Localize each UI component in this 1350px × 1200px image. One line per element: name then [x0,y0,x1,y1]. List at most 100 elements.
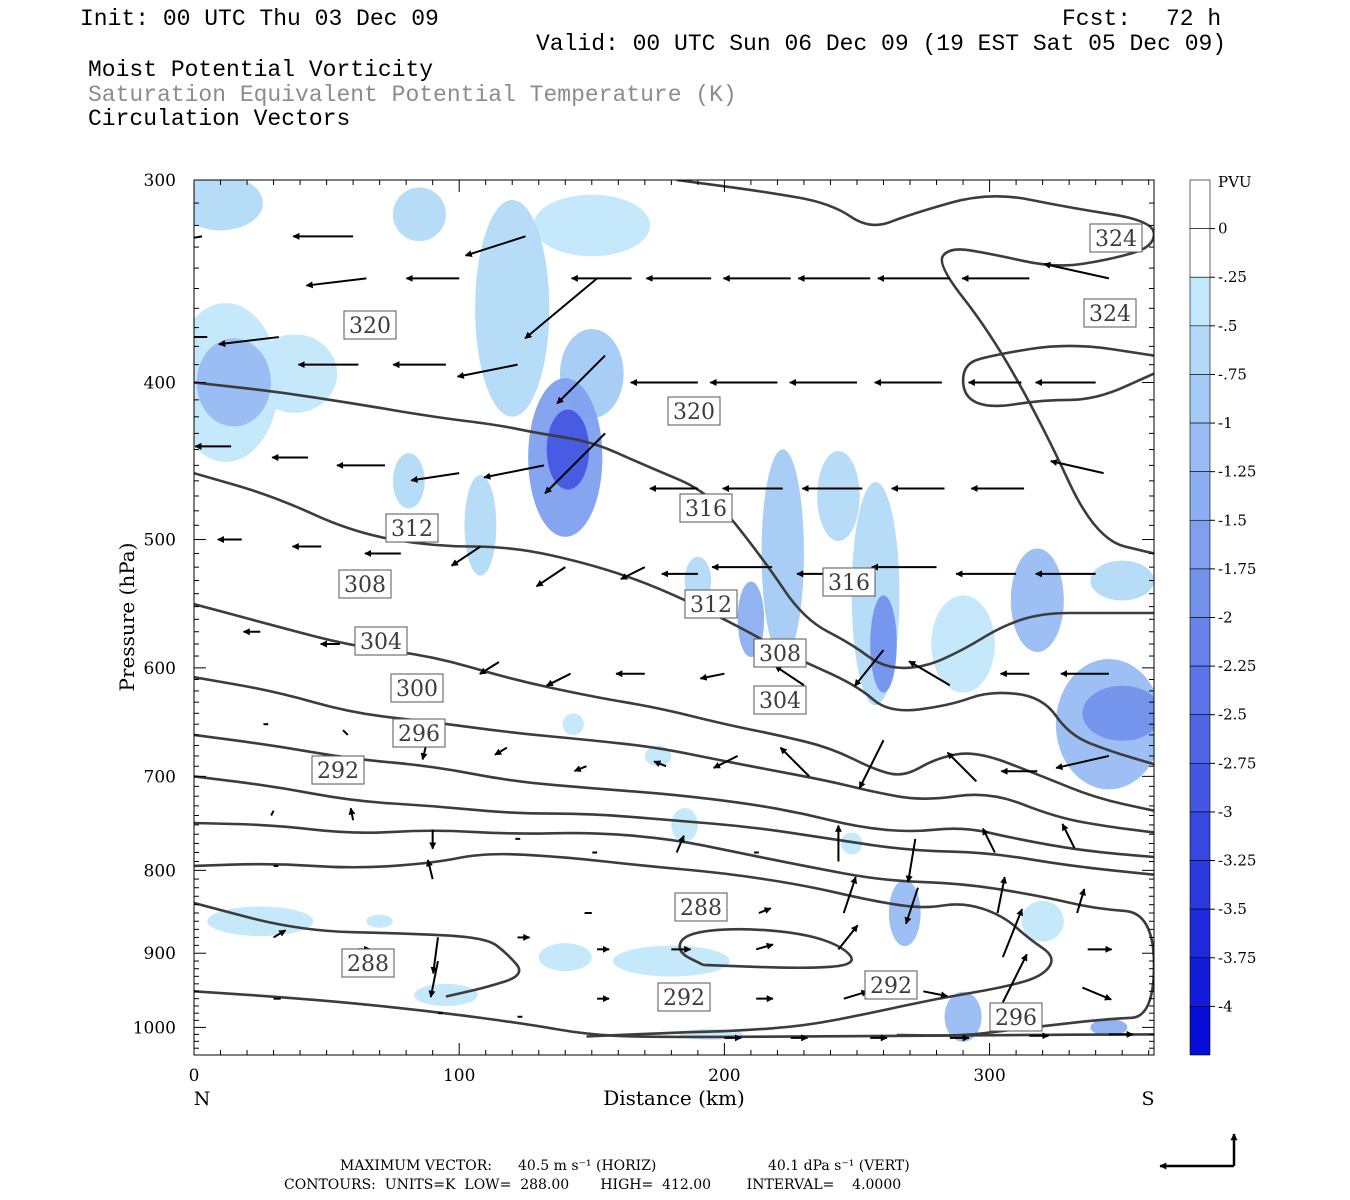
svg-text:324: 324 [1089,302,1131,327]
circulation-vector [981,827,996,853]
colorbar-label: -.75 [1218,365,1247,383]
svg-text:300: 300 [396,677,438,702]
colorbar-title: PVU [1218,173,1252,191]
svg-text:308: 308 [759,642,801,667]
contour-label: 324 [1083,298,1137,328]
y-axis-title: Pressure (hPa) [115,543,139,692]
circulation-vector [923,990,948,999]
svg-text:304: 304 [759,689,801,714]
contour-info: CONTOURS: UNITS=K LOW= 288.00 HIGH= 412.… [284,1177,902,1193]
contour-label-layer: 320 288 288 292 292 296 296 292 300 304 304 308 308 3… [311,223,1143,1032]
circulation-vector [451,545,481,567]
pv-area [533,194,651,257]
svg-text:288: 288 [680,896,722,921]
colorbar: PVU 0 -.25 -.5 -.75 -1 -1.25 -1.5 -1.75 -2 -2.25 -2… [1189,173,1256,1056]
svg-text:292: 292 [870,974,912,999]
pv-area [671,808,698,842]
colorbar-swatch [1189,763,1211,813]
circulation-vector [842,876,858,914]
svg-text:308: 308 [344,573,386,598]
field-name-theta-es: Saturation Equivalent Potential Temperat… [88,82,737,108]
circulation-vector [1043,261,1110,280]
pv-area [1090,560,1154,601]
circulation-vector [1055,754,1110,770]
circulation-vector [305,277,367,289]
colorbar-label: -2.25 [1218,657,1256,675]
colorbar-label: -1.5 [1218,511,1247,529]
x-tick-label: 0 [189,1066,200,1086]
theta-es-contour [194,990,1154,1039]
circulation-vector [342,729,349,736]
forecast-label: Fcst: [1062,6,1132,32]
colorbar-swatch [1189,908,1211,959]
contour-label: 320 [343,310,397,340]
colorbar-swatch [1189,860,1211,910]
colorbar-swatch [1189,957,1211,1007]
y-tick-label: 900 [144,944,176,964]
circulation-vector [410,472,460,483]
circulation-vector [426,859,434,880]
colorbar-label: -2.5 [1218,706,1247,724]
max-vector-label: MAXIMUM VECTOR: [340,1158,492,1174]
colorbar-label: -3.75 [1218,949,1256,967]
colorbar-label: -.25 [1218,268,1247,286]
svg-text:288: 288 [347,952,389,977]
circulation-vector [456,363,518,379]
pv-area [644,745,672,767]
field-name-vectors: Circulation Vectors [88,106,351,132]
circulation-vector [675,835,685,853]
colorbar-swatch [1189,568,1211,618]
x-end-label-north: N [194,1088,211,1110]
circulation-vector [535,566,566,588]
forecast-hour: 72 h [1166,6,1222,32]
circulation-vector [908,660,951,687]
circulation-vector [494,746,508,756]
pv-area [817,450,860,541]
svg-text:296: 296 [398,722,440,747]
circulation-vector [653,760,667,768]
theta-es-contour [194,775,1154,876]
circulation-vector [348,807,356,821]
max-vector-vert: 40.1 dPa s⁻¹ (VERT) [768,1158,910,1174]
init-time: Init: 00 UTC Thu 03 Dec 09 [80,6,439,32]
contour-label: 292 [864,970,918,1000]
svg-text:292: 292 [663,986,705,1011]
colorbar-label: -3.25 [1218,852,1256,870]
y-tick-label: 600 [144,659,176,679]
colorbar-swatch [1189,714,1211,764]
pv-area [841,832,863,855]
pv-area [931,595,995,693]
circulation-vector [273,929,287,939]
colorbar-label: -1 [1218,414,1233,432]
colorbar-swatch [1189,1006,1211,1056]
colorbar-swatch [1189,228,1211,278]
contour-label: 312 [385,513,439,543]
svg-text:312: 312 [391,517,433,542]
circulation-vector [524,277,598,340]
svg-text:316: 316 [828,571,870,596]
circulation-vector [544,432,606,495]
x-axis-title: Distance (km) [603,1086,745,1110]
pv-area [392,187,446,242]
plot-frame [193,179,1155,1056]
colorbar-swatch [1189,519,1211,570]
circulation-vector [1001,953,1028,1003]
x-end-label-south: S [1141,1088,1154,1110]
y-tick-label: 300 [144,171,176,191]
colorbar-label: 0 [1218,220,1228,238]
svg-text:304: 304 [360,630,402,655]
theta-es-contour [678,927,853,970]
svg-text:324: 324 [1095,227,1137,252]
circulation-vector [545,672,572,687]
colorbar-swatch [1189,471,1211,521]
colorbar-swatch [1189,617,1211,667]
pv-area [414,983,478,1007]
circulation-vector [779,746,810,778]
circulation-vector [479,661,500,675]
x-tick-label: 200 [708,1066,740,1086]
pv-shading-layer [194,180,1154,1042]
pv-area [546,409,590,490]
contour-label: 296 [989,1002,1043,1032]
pv-area [392,453,425,509]
